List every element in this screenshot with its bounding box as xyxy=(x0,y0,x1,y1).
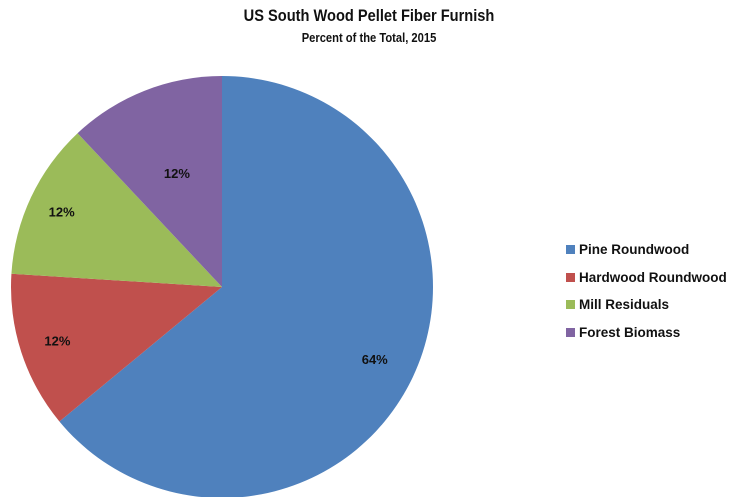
chart-title: US South Wood Pellet Fiber Furnish xyxy=(243,6,495,25)
pie-slice xyxy=(10,273,222,422)
legend-label: Mill Residuals xyxy=(579,297,670,313)
slice-data-label: 12% xyxy=(49,205,75,220)
legend-swatch xyxy=(566,272,575,282)
pie-slice xyxy=(11,133,222,287)
chart-subtitle: Percent of the Total, 2015 xyxy=(301,30,437,45)
slice-data-label: 12% xyxy=(164,166,190,181)
legend-item: Mill Residuals xyxy=(566,291,727,319)
pie-slice xyxy=(59,76,433,497)
legend-label: Hardwood Roundwood xyxy=(579,269,727,285)
legend-label: Forest Biomass xyxy=(579,324,681,340)
legend-item: Forest Biomass xyxy=(566,319,727,347)
legend-item: Hardwood Roundwood xyxy=(566,264,727,292)
legend-swatch xyxy=(566,300,575,310)
legend-label: Pine Roundwood xyxy=(579,242,690,258)
legend-item: Pine Roundwood xyxy=(566,236,727,264)
legend: Pine Roundwood Hardwood Roundwood Mill R… xyxy=(566,236,727,346)
legend-swatch xyxy=(566,327,575,337)
slice-data-label: 12% xyxy=(44,333,70,348)
slice-data-label: 64% xyxy=(362,352,388,367)
pie-slice xyxy=(77,76,222,287)
legend-swatch xyxy=(566,245,575,255)
